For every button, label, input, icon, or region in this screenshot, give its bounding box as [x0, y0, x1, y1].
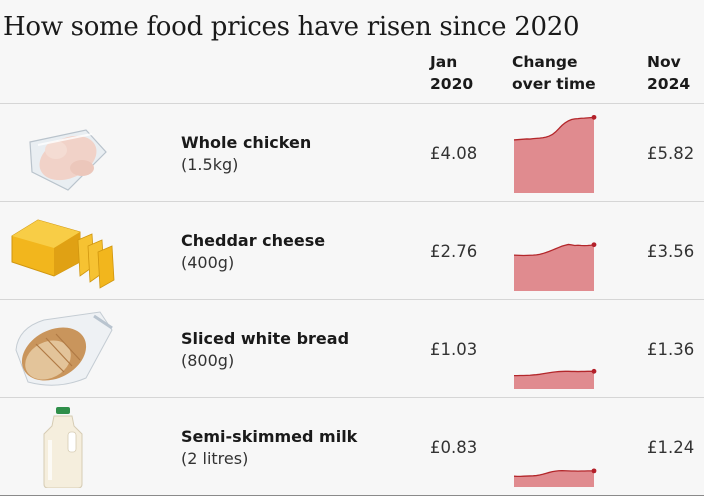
price-jan-2020: £1.03 [430, 340, 478, 359]
sliced-bread-image [15, 311, 113, 386]
price-nov-2024: £5.82 [647, 144, 695, 163]
price-nov-2024: £1.24 [647, 438, 695, 457]
whole-chicken-image [29, 129, 107, 191]
price-nov-2024: £3.56 [647, 242, 695, 261]
sparkline-line [513, 116, 595, 141]
column-header-jan-2020: Jan 2020 [430, 51, 473, 95]
item-size: (400g) [181, 253, 235, 272]
item-name: Whole chicken [181, 133, 312, 152]
cheddar-cheese-image [11, 219, 115, 289]
item-size: (800g) [181, 351, 235, 370]
price-change-sparkline [513, 242, 597, 291]
price-change-sparkline [513, 114, 597, 193]
sparkline-area [514, 470, 594, 487]
sparkline-area [514, 244, 594, 291]
sparkline-endpoint [591, 468, 597, 474]
item-name: Cheddar cheese [181, 231, 326, 250]
item-size: (1.5kg) [181, 155, 239, 174]
sparkline-endpoint [591, 368, 597, 374]
column-header-change-line2: over time [512, 75, 596, 93]
column-header-nov-2024: Nov 2024 [647, 51, 690, 95]
price-nov-2024: £1.36 [647, 340, 695, 359]
price-change-sparkline [514, 368, 597, 389]
price-change-sparkline [513, 468, 597, 487]
sparkline-line [513, 469, 594, 477]
item-name: Semi-skimmed milk [181, 427, 358, 446]
column-header-nov-line2: 2024 [647, 75, 691, 93]
price-jan-2020: £2.76 [430, 242, 478, 261]
table-row: Cheddar cheese (400g) £2.76 £3.56 [0, 201, 704, 300]
table-row: Sliced white bread (800g) £1.03 £1.36 [0, 299, 704, 398]
sparkline-area [514, 117, 594, 193]
sparkline-endpoint [591, 242, 597, 248]
chart-title: How some food prices have risen since 20… [3, 12, 580, 42]
sparkline-area [514, 371, 594, 389]
column-header-change-line1: Change [512, 53, 578, 71]
column-header-change-over-time: Change over time [512, 51, 596, 95]
column-header-nov-line1: Nov [647, 53, 681, 71]
sparkline-line [513, 243, 595, 257]
item-size: (2 litres) [181, 449, 249, 468]
column-header-jan-line1: Jan [430, 53, 458, 71]
price-jan-2020: £4.08 [430, 144, 478, 163]
sparkline-line [514, 370, 594, 377]
price-jan-2020: £0.83 [430, 438, 478, 457]
table-row: Whole chicken (1.5kg) £4.08 £5.82 [0, 103, 704, 202]
table-row: Semi-skimmed milk (2 litres) £0.83 £1.24 [0, 397, 704, 496]
item-name: Sliced white bread [181, 329, 350, 348]
column-header-jan-line2: 2020 [430, 75, 474, 93]
sparkline-endpoint [591, 114, 597, 120]
milk-bottle-image [43, 407, 83, 488]
